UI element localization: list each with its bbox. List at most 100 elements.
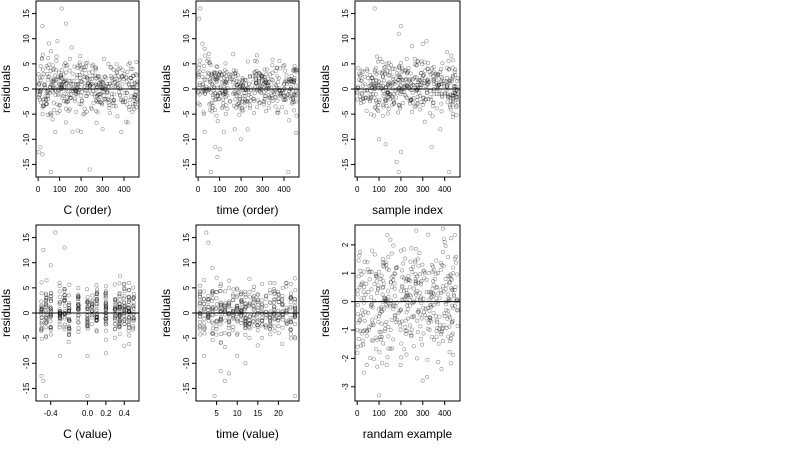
data-point — [230, 328, 235, 333]
data-point — [61, 79, 66, 84]
data-point — [376, 287, 381, 292]
data-point — [133, 93, 138, 98]
data-point — [372, 282, 377, 287]
data-point — [206, 87, 211, 92]
data-point — [235, 310, 240, 315]
data-point — [254, 81, 259, 86]
data-point — [451, 294, 456, 299]
data-point — [76, 320, 81, 325]
data-point — [428, 295, 433, 300]
data-point — [201, 111, 206, 116]
data-point — [270, 70, 275, 75]
data-point — [201, 297, 206, 302]
data-point — [47, 62, 52, 67]
data-point — [111, 98, 116, 103]
data-point — [227, 320, 232, 325]
data-point — [41, 72, 46, 77]
data-point — [87, 70, 92, 75]
data-point — [210, 290, 215, 295]
data-point — [447, 315, 452, 320]
data-point — [94, 283, 99, 288]
data-point — [269, 77, 274, 82]
data-point — [215, 119, 220, 124]
data-point — [255, 302, 260, 307]
data-point — [228, 76, 233, 81]
data-point — [414, 274, 419, 279]
data-point — [247, 90, 252, 95]
data-point — [234, 304, 239, 309]
data-point — [113, 300, 118, 305]
data-point — [122, 318, 127, 323]
data-point — [368, 269, 373, 274]
data-point — [54, 77, 59, 82]
data-point — [68, 95, 73, 100]
points — [196, 6, 299, 174]
data-point — [449, 320, 454, 325]
data-point — [67, 301, 72, 306]
data-point — [435, 326, 440, 331]
data-point — [69, 96, 74, 101]
data-point — [382, 264, 387, 269]
data-point — [449, 361, 454, 366]
data-point — [386, 73, 391, 78]
data-point — [218, 289, 223, 294]
data-point — [78, 66, 83, 71]
data-point — [404, 277, 409, 282]
data-point — [112, 318, 117, 323]
data-point — [44, 320, 49, 325]
data-point — [103, 303, 108, 308]
data-point — [231, 309, 236, 314]
data-point — [247, 314, 252, 319]
data-point — [58, 310, 63, 315]
data-point — [266, 94, 271, 99]
data-point — [112, 327, 117, 332]
data-point — [239, 99, 244, 104]
data-point — [57, 75, 62, 80]
data-point — [360, 280, 365, 285]
data-point — [434, 73, 439, 78]
data-point — [76, 307, 81, 312]
data-point — [245, 59, 250, 64]
data-point — [214, 80, 219, 85]
data-point — [272, 317, 277, 322]
data-point — [233, 105, 238, 110]
data-point — [417, 78, 422, 83]
data-point — [377, 314, 382, 319]
data-point — [395, 317, 400, 322]
data-point — [244, 82, 249, 87]
data-point — [76, 295, 81, 300]
data-point — [45, 72, 50, 77]
data-point — [289, 295, 294, 300]
data-point — [267, 315, 272, 320]
data-point — [291, 96, 296, 101]
data-point — [131, 306, 136, 311]
data-point — [43, 321, 48, 326]
data-point — [399, 248, 404, 253]
data-point — [67, 331, 72, 336]
data-point — [383, 64, 388, 69]
data-point — [400, 65, 405, 70]
data-point — [94, 84, 99, 89]
data-point — [419, 99, 424, 104]
data-point — [267, 327, 272, 332]
data-point — [292, 80, 297, 85]
data-point — [62, 63, 67, 68]
data-point — [404, 352, 409, 357]
data-point — [455, 324, 460, 329]
data-point — [89, 63, 94, 68]
data-point — [75, 316, 80, 321]
data-point — [113, 322, 118, 327]
data-point — [117, 302, 122, 307]
data-point — [65, 63, 70, 68]
data-point — [362, 318, 367, 323]
data-point — [361, 99, 366, 104]
data-point — [118, 273, 123, 278]
data-point — [39, 315, 44, 320]
data-point — [222, 302, 227, 307]
data-point — [276, 291, 281, 296]
x-tick-label: 100 — [53, 185, 67, 194]
data-point — [94, 308, 99, 313]
data-point — [448, 236, 453, 241]
data-point — [365, 328, 370, 333]
data-point — [399, 60, 404, 65]
